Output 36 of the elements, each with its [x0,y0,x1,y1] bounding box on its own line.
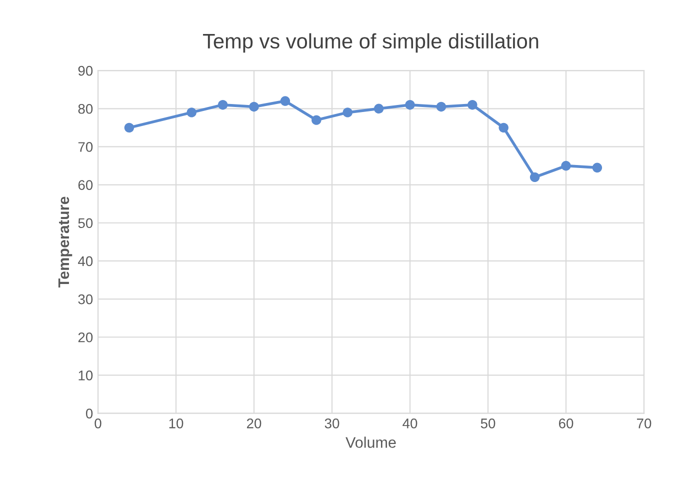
point [498,122,508,133]
y-tick-label: 40 [78,256,93,266]
y-tick-label: 10 [78,370,93,380]
point [218,100,228,110]
x-tick-label: 30 [324,418,340,428]
point [249,102,259,112]
x-tick-label: 0 [94,418,102,428]
x-tick-label: 60 [558,418,574,428]
chart-title: Temp vs volume of simple distillation [203,33,538,53]
x-tick-label: 70 [636,418,652,428]
x-axis-title: Volume [346,436,396,448]
point [374,104,384,114]
y-tick-label: 20 [78,332,93,342]
x-tick-label: 20 [246,418,262,428]
y-tick-label: 0 [86,408,93,418]
point [592,162,602,173]
y-tick-label: 70 [78,142,93,152]
point [561,160,571,171]
y-axis-title: Temperature [58,196,72,288]
point [405,100,415,110]
point [186,108,196,118]
x-tick-label: 10 [169,418,184,428]
point [530,172,540,182]
x-tick-label: 50 [480,418,496,428]
point [312,115,322,125]
point [342,108,352,118]
point [468,100,478,110]
y-tick-label: 90 [78,66,93,76]
y-tick-label: 60 [78,180,93,190]
y-tick-label: 30 [78,294,93,304]
y-tick-label: 80 [78,104,93,114]
point [436,102,446,112]
point [280,96,290,106]
y-tick-label: 50 [78,218,93,228]
point [124,122,134,133]
x-tick-label: 40 [402,418,418,428]
